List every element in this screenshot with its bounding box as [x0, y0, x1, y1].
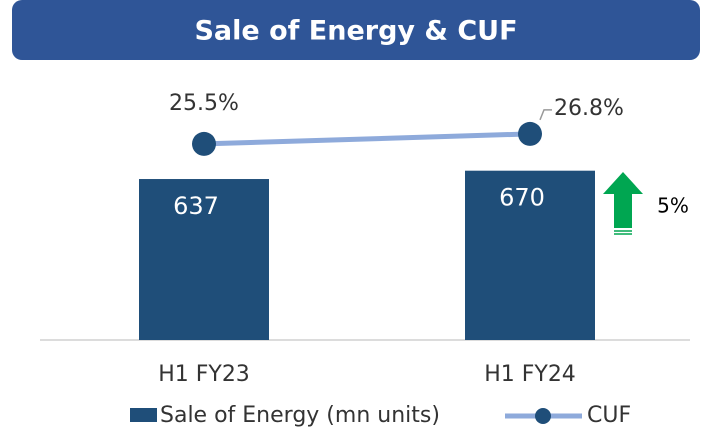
- title-banner: [12, 0, 700, 60]
- growth-arrow: [603, 172, 643, 228]
- line-marker: [192, 131, 216, 156]
- line-label: 25.5%: [169, 91, 239, 116]
- annotation: 5%: [657, 194, 689, 218]
- line-label: 26.8%: [554, 96, 624, 121]
- x-tick-label: H1 FY23: [158, 362, 250, 387]
- legend-label: CUF: [587, 403, 631, 428]
- bar: [465, 170, 595, 340]
- legend-label: Sale of Energy (mn units): [160, 403, 440, 428]
- legend-swatch: [130, 408, 157, 422]
- line: [203, 131, 531, 147]
- leader-line: [539, 109, 552, 121]
- line-marker: [518, 121, 542, 146]
- bar-label: 637: [173, 192, 219, 220]
- bar: [139, 179, 269, 340]
- legend-swatch: [535, 408, 551, 424]
- bar-label: 670: [499, 184, 545, 212]
- chart-title: Sale of Energy & CUF: [194, 16, 517, 47]
- x-tick-label: H1 FY24: [484, 362, 576, 387]
